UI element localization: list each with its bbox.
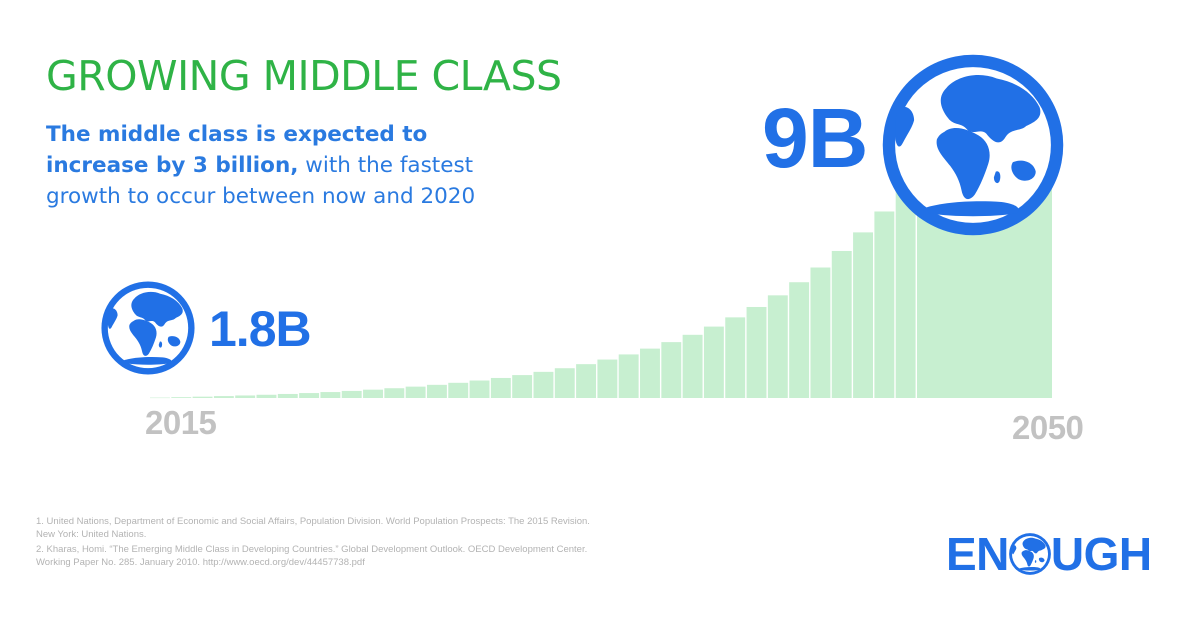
growth-bar — [533, 371, 554, 398]
growth-bar — [874, 211, 895, 398]
growth-bar — [725, 317, 746, 398]
growth-bar — [597, 359, 618, 398]
growth-bar — [789, 282, 810, 398]
page-title: GROWING MIDDLE CLASS — [46, 52, 562, 100]
growth-bar — [661, 342, 682, 398]
growth-bar — [853, 232, 873, 398]
footnotes: 1. United Nations, Department of Economi… — [36, 516, 596, 572]
growth-bar — [703, 326, 724, 398]
enough-logo[interactable]: EN UGH — [946, 528, 1152, 580]
growth-bar — [405, 386, 426, 398]
growth-bar — [746, 306, 767, 398]
growth-bar — [171, 397, 192, 398]
globe-icon — [882, 54, 1064, 236]
growth-bar — [341, 390, 362, 398]
footnote-1: 1. United Nations, Department of Economi… — [36, 516, 590, 540]
subtitle-bold: The middle class is expected to increase… — [46, 122, 428, 178]
growth-bar — [426, 384, 447, 398]
growth-bar — [767, 295, 788, 398]
growth-bar — [235, 395, 256, 398]
start-value-label: 1.8B — [209, 301, 312, 357]
growth-bar — [895, 188, 916, 398]
subtitle: The middle class is expected to increase… — [46, 119, 516, 212]
growth-bar — [554, 368, 575, 398]
logo-text-en: EN — [946, 528, 1009, 580]
growth-bar — [640, 348, 660, 398]
growth-bar — [469, 380, 490, 398]
growth-bar — [150, 397, 170, 399]
growth-bar — [448, 382, 469, 398]
footnote-2: 2. Kharas, Homi. “The Emerging Middle Cl… — [36, 544, 588, 568]
growth-bar — [363, 389, 383, 398]
growth-bar — [576, 364, 597, 398]
growth-bar — [831, 250, 852, 398]
end-value-label: 9B — [762, 91, 868, 185]
growth-bar — [192, 396, 213, 398]
growth-bar — [618, 354, 639, 398]
globe-icon — [1009, 533, 1051, 575]
growth-bar — [682, 334, 703, 398]
growth-bar — [512, 375, 533, 398]
growth-bar — [213, 396, 234, 398]
growth-bar — [277, 393, 298, 398]
growth-bar — [299, 393, 320, 398]
growth-bar — [490, 377, 511, 398]
x-tick-label-end: 2050 — [1012, 409, 1084, 446]
growth-bar — [384, 388, 405, 398]
x-tick-label-start: 2015 — [145, 404, 217, 441]
growth-bars — [150, 188, 916, 399]
growth-bar — [256, 394, 277, 398]
subtitle-rest: with the fastest growth to occur between… — [46, 153, 476, 209]
growth-bar — [810, 267, 831, 398]
growth-bar — [320, 392, 341, 398]
globe-icon — [101, 281, 195, 375]
logo-text-ugh: UGH — [1050, 528, 1152, 580]
